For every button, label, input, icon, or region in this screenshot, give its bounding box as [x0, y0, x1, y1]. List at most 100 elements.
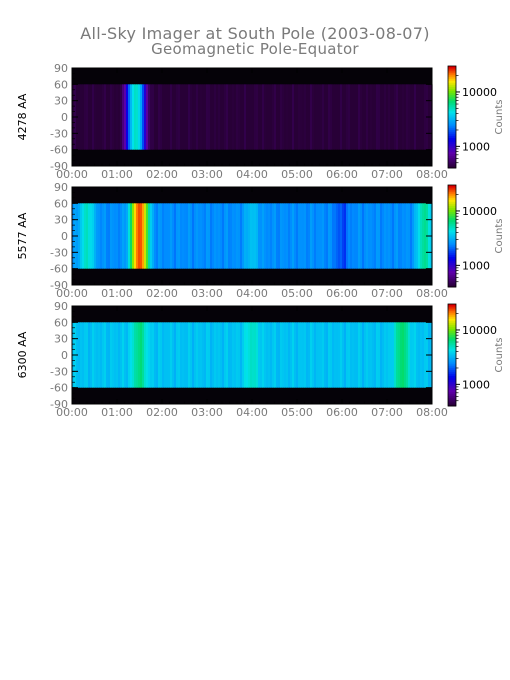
heatmap-column [206, 322, 209, 388]
heatmap-column [278, 203, 281, 269]
heatmap-column [246, 84, 249, 150]
y-tick-label: 60 [54, 316, 68, 329]
colorbar: 10000 1000 Counts [447, 65, 505, 169]
heatmap-column [140, 203, 143, 269]
heatmap-column [388, 322, 391, 388]
heatmap-column [210, 322, 213, 388]
panel-1: 00:00 01:00 02:00 03:00 04:00 05:00 06:00 07:00… [16, 62, 505, 181]
heatmap-column [102, 203, 105, 269]
heatmap-column [116, 84, 119, 150]
x-tick-label: 03:00 [191, 287, 223, 300]
heatmap-column [404, 84, 407, 150]
colorbar-segment [448, 92, 456, 96]
heatmap-column [264, 84, 267, 150]
heatmap-column [110, 84, 113, 150]
heatmap-column [370, 322, 373, 388]
colorbar-segment [448, 139, 456, 142]
heatmap-column [206, 203, 209, 269]
heatmap-column [408, 203, 411, 269]
heatmap-column [260, 322, 263, 388]
heatmap-column [102, 322, 105, 388]
heatmap-column [270, 322, 273, 388]
heatmap-column [396, 203, 399, 269]
colorbar-segment [448, 123, 456, 126]
heatmap-column [232, 322, 235, 388]
heatmap-column [312, 322, 315, 388]
heatmap-column [162, 322, 165, 388]
heatmap-column [152, 84, 155, 150]
heatmap-column [156, 203, 159, 269]
heatmap-column [88, 203, 91, 269]
heatmap-column [410, 322, 413, 388]
colorbar-segment [448, 246, 456, 249]
heatmap-column [322, 84, 325, 150]
chart-title: All-Sky Imager at South Pole (2003-08-07… [80, 24, 430, 43]
colorbar-segment [448, 88, 456, 91]
colorbar-segment [448, 66, 456, 69]
heatmap-column [220, 203, 223, 269]
heatmap-column [418, 203, 421, 269]
colorbar-segment [448, 157, 456, 161]
heatmap-column [328, 84, 331, 150]
heatmap-column [302, 84, 305, 150]
heatmap-column [260, 203, 263, 269]
heatmap-column [186, 203, 189, 269]
heatmap-column [182, 322, 185, 388]
heatmap-column [212, 322, 215, 388]
x-tick-label: 00:00 [56, 406, 88, 419]
heatmap-column [126, 203, 129, 269]
heatmap-column [294, 322, 297, 388]
heatmap-column [310, 322, 313, 388]
heatmap-column [196, 203, 199, 269]
heatmap-column [304, 84, 307, 150]
heatmap-column [102, 84, 105, 150]
heatmap-column [258, 84, 261, 150]
colorbar-tick-label: 10000 [462, 86, 497, 99]
x-tick-label: 06:00 [326, 287, 358, 300]
heatmap-column [420, 322, 423, 388]
heatmap-column [344, 322, 347, 388]
heatmap-column [232, 84, 235, 150]
heatmap-column [390, 84, 393, 150]
heatmap-column [310, 84, 313, 150]
heatmap-column [376, 84, 379, 150]
heatmap-column [108, 322, 111, 388]
heatmap-column [332, 322, 335, 388]
colorbar-segment [448, 229, 456, 233]
y-tick-label: 30 [54, 214, 68, 227]
heatmap-columns [72, 203, 433, 269]
heatmap-column [190, 84, 193, 150]
heatmap-column [170, 322, 173, 388]
heatmap-column [308, 84, 311, 150]
y-tick-label: 30 [54, 95, 68, 108]
heatmap-column [332, 203, 335, 269]
heatmap-column [384, 84, 387, 150]
colorbar-segment [448, 151, 456, 155]
x-tick-label: 05:00 [281, 168, 313, 181]
heatmap-column [238, 203, 241, 269]
heatmap-column [208, 203, 211, 269]
heatmap-column [240, 322, 243, 388]
heatmap-column [228, 84, 231, 150]
heatmap-column [362, 84, 365, 150]
heatmap-column [114, 84, 117, 150]
heatmap-column [118, 203, 121, 269]
heatmap-column [406, 203, 409, 269]
heatmap-column [84, 322, 87, 388]
heatmap-column [188, 84, 191, 150]
heatmap-column [354, 322, 357, 388]
heatmap-column [336, 84, 339, 150]
heatmap-column [346, 84, 349, 150]
heatmap-column [298, 322, 301, 388]
heatmap-column [326, 84, 329, 150]
heatmap-column [198, 84, 201, 150]
colorbar-segment [448, 250, 456, 253]
heatmap-column [302, 322, 305, 388]
heatmap-column [158, 84, 161, 150]
heatmap-column [366, 84, 369, 150]
colorbar-segment [448, 153, 456, 157]
heatmap-column [408, 322, 411, 388]
colorbar-segment [448, 163, 456, 167]
heatmap-column [106, 322, 109, 388]
heatmap-column [400, 322, 403, 388]
